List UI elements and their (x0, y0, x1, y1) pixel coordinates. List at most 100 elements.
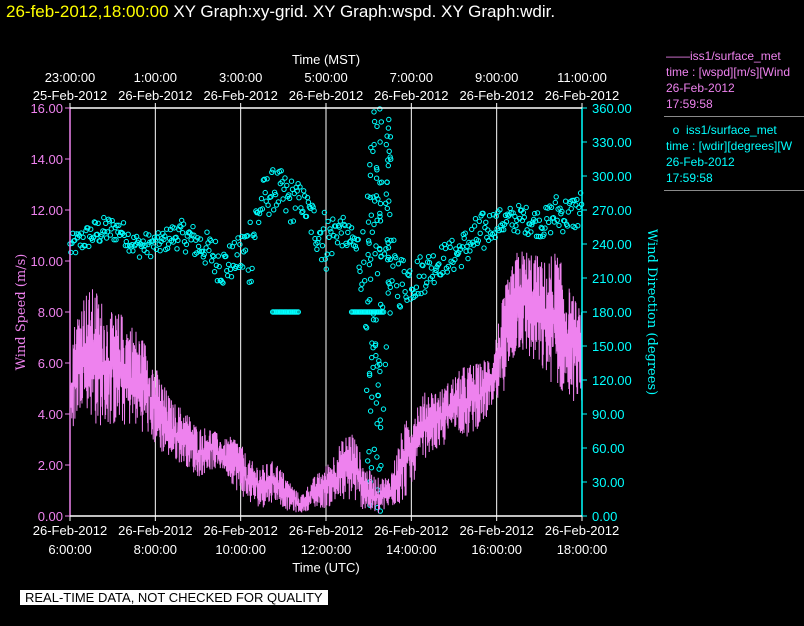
legend-wspd-name: iss1/surface_met (690, 49, 781, 63)
wdir-point (344, 242, 350, 249)
legend-wspd-line-swatch: —— (666, 49, 690, 63)
legend-wspd: ——iss1/surface_met time : [wspd][m/s][Wi… (666, 48, 804, 112)
wdir-point (365, 251, 371, 258)
wdir-point (415, 291, 421, 297)
wdir-point (191, 232, 197, 238)
wdir-point (493, 213, 499, 219)
x-top-tick-time: 1:00:00 (134, 70, 177, 85)
wdir-point (80, 234, 86, 241)
wdir-point (382, 361, 389, 368)
wdir-point (157, 248, 163, 254)
wdir-point (369, 229, 375, 235)
wdir-point (204, 229, 210, 235)
wdir-point (532, 218, 539, 224)
wdir-point (483, 219, 489, 226)
y-left-axis-title: Wind Speed (m/s) (14, 254, 29, 371)
wdir-point (212, 238, 219, 245)
wdir-point (560, 229, 566, 235)
header-timestamp: 26-feb-2012,18:00:00 (6, 2, 169, 21)
wdir-point (552, 199, 558, 206)
wdir-point (113, 237, 119, 243)
wdir-point (290, 218, 297, 224)
wdir-point (252, 234, 258, 241)
wdir-point (215, 253, 222, 259)
wdir-point (226, 243, 233, 249)
wdir-point (577, 190, 584, 196)
wdir-point (258, 195, 265, 202)
page-header: 26-feb-2012,18:00:00 XY Graph:xy-grid. X… (6, 2, 555, 22)
wdir-point (92, 220, 99, 226)
wdir-point (447, 244, 453, 251)
wdir-point (174, 246, 180, 252)
wdir-point (485, 227, 491, 233)
wdir-point (182, 249, 189, 255)
wdir-point (130, 248, 136, 254)
wdir-point (553, 194, 559, 200)
wdir-point (281, 186, 287, 193)
x-bottom-tick-time: 8:00:00 (134, 542, 177, 557)
wdir-point (188, 237, 194, 243)
wdir-point (384, 179, 390, 186)
wdir-point (387, 310, 393, 316)
wdir-point (368, 256, 374, 262)
wdir-point (367, 162, 373, 168)
wdir-point (554, 217, 560, 224)
wdir-point (377, 106, 383, 112)
wdir-point (242, 247, 249, 253)
wdir-point (426, 260, 433, 266)
wdir-point (143, 231, 149, 237)
wdir-point (400, 257, 406, 264)
wdir-point (95, 220, 101, 227)
wdir-point (377, 180, 383, 186)
wdir-point (353, 246, 359, 252)
wdir-point (82, 243, 88, 249)
wdir-point (541, 231, 547, 237)
wdir-point (499, 227, 505, 233)
wdir-point (385, 157, 391, 163)
wdir-point (283, 208, 289, 214)
wdir-point (200, 254, 207, 260)
wdir-point (356, 264, 362, 270)
wdir-point (72, 249, 79, 256)
legend-wdir-time: 17:59:58 (666, 171, 713, 185)
wdir-point (386, 148, 392, 155)
wdir-point (391, 237, 397, 243)
wdir-point (577, 210, 583, 217)
wdir-point (88, 226, 94, 232)
wdir-point (377, 246, 383, 252)
wdir-point (469, 226, 475, 233)
wdir-point (120, 220, 127, 226)
wdir-point (161, 236, 167, 243)
wdir-point (476, 218, 482, 225)
wdir-point (440, 255, 447, 261)
wdir-point (446, 240, 452, 246)
x-bottom-axis-title: Time (UTC) (292, 560, 359, 575)
wdir-point (237, 241, 243, 248)
wdir-point (294, 188, 300, 194)
legend-separator (664, 116, 804, 117)
y-left-tick-label: 14.00 (30, 152, 63, 167)
wdir-point (325, 218, 331, 225)
wdir-point (118, 229, 125, 236)
wdir-point (286, 192, 292, 198)
wdir-point (474, 240, 481, 247)
wdir-point (318, 256, 325, 263)
wdir-point (368, 212, 374, 218)
legend-wdir: o iss1/surface_met time : [wdir][degrees… (666, 122, 804, 186)
wdir-point (231, 240, 238, 246)
wdir-point (197, 236, 204, 242)
wdir-point (369, 354, 375, 361)
wdir-point (367, 172, 374, 179)
wdir-point (429, 273, 435, 280)
wdir-point (101, 214, 107, 221)
y-right-tick-label: 30.00 (592, 475, 625, 490)
wdir-point (328, 229, 334, 235)
x-top-tick-time: 5:00:00 (304, 70, 347, 85)
wdir-point (201, 251, 207, 258)
wdir-point (497, 207, 503, 213)
wdir-point (331, 232, 337, 239)
wdir-point (516, 202, 522, 209)
wdir-point (338, 230, 344, 236)
wdir-point (136, 254, 143, 260)
wdir-point (370, 317, 377, 323)
